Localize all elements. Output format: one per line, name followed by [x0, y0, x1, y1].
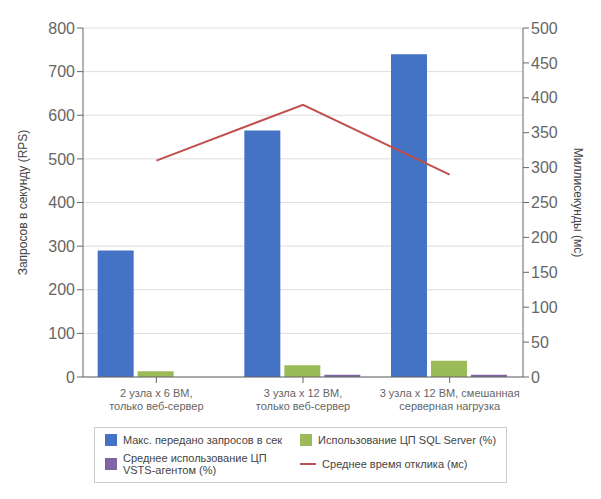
svg-text:200: 200	[48, 281, 75, 298]
svg-text:700: 700	[48, 63, 75, 80]
svg-text:Запросов в секунду (RPS): Запросов в секунду (RPS)	[16, 130, 30, 276]
svg-text:300: 300	[48, 238, 75, 255]
svg-text:100: 100	[48, 325, 75, 342]
svg-text:250: 250	[531, 194, 558, 211]
svg-text:3 узла x 12 ВМ, смешаннаясерве: 3 узла x 12 ВМ, смешаннаясерверная нагру…	[380, 387, 520, 412]
svg-text:300: 300	[531, 159, 558, 176]
svg-text:500: 500	[48, 151, 75, 168]
svg-text:2 узла x 6 ВМ,только веб-серве: 2 узла x 6 ВМ,только веб-сервер	[109, 387, 203, 412]
svg-text:0: 0	[66, 369, 75, 386]
svg-text:450: 450	[531, 55, 558, 72]
html-text:Использование ЦП SQL Server (%: Использование ЦП SQL Server (%)	[318, 434, 497, 446]
svg-text:800: 800	[48, 20, 75, 37]
html-text:Макс. передано запросов в сек: Макс. передано запросов в сек	[122, 434, 283, 446]
svg-text:400: 400	[531, 89, 558, 106]
svg-text:Миллисекунды (мс): Миллисекунды (мс)	[571, 148, 585, 257]
html-text:Среднее использование ЦП VSTS-: Среднее использование ЦП VSTS-агентом (%…	[122, 452, 267, 476]
svg-text:200: 200	[531, 229, 558, 246]
svg-text:3 узла x 12 ВМ,только веб-серв: 3 узла x 12 ВМ,только веб-сервер	[256, 387, 350, 412]
svg-text:50: 50	[531, 334, 549, 351]
html-text:Среднее время отклика (мс): Среднее время отклика (мс)	[322, 458, 468, 470]
svg-text:0: 0	[531, 369, 540, 386]
svg-text:350: 350	[531, 124, 558, 141]
svg-text:600: 600	[48, 107, 75, 124]
svg-text:500: 500	[531, 20, 558, 37]
svg-text:100: 100	[531, 299, 558, 316]
svg-text:400: 400	[48, 194, 75, 211]
svg-text:150: 150	[531, 264, 558, 281]
